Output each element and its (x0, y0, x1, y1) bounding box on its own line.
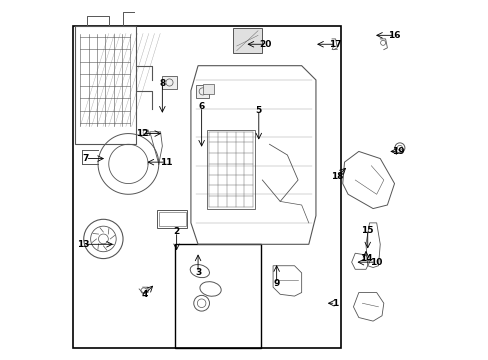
Text: 11: 11 (160, 158, 172, 167)
Text: 14: 14 (359, 254, 371, 263)
Text: 17: 17 (328, 40, 341, 49)
Text: 2: 2 (173, 227, 180, 236)
Text: 1: 1 (332, 299, 338, 308)
Text: 5: 5 (255, 106, 262, 115)
Polygon shape (196, 85, 208, 98)
Text: 16: 16 (387, 31, 400, 40)
Text: 10: 10 (369, 258, 381, 267)
Text: 6: 6 (198, 102, 204, 111)
Text: 15: 15 (361, 225, 373, 234)
Text: 19: 19 (391, 147, 404, 156)
Text: 8: 8 (159, 79, 165, 88)
Text: 4: 4 (141, 290, 147, 299)
Text: 3: 3 (195, 268, 201, 277)
Text: 18: 18 (330, 172, 343, 181)
Text: 7: 7 (82, 154, 88, 163)
Text: 13: 13 (77, 240, 90, 249)
Polygon shape (162, 76, 176, 89)
Polygon shape (203, 84, 214, 94)
Text: 20: 20 (259, 40, 271, 49)
Text: 9: 9 (273, 279, 279, 288)
Text: 12: 12 (136, 129, 149, 138)
Polygon shape (233, 28, 261, 53)
